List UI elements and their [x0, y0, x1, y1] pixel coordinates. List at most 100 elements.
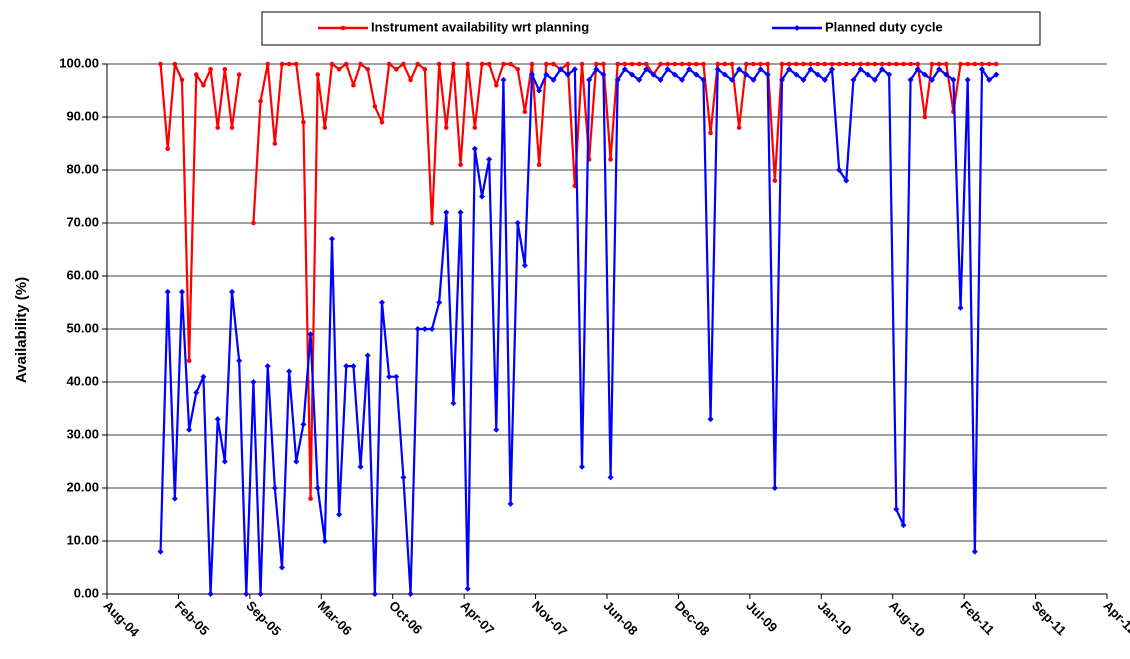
- marker: [543, 71, 550, 78]
- marker: [658, 61, 663, 67]
- marker: [993, 61, 999, 67]
- marker: [900, 522, 907, 529]
- marker: [822, 61, 828, 67]
- marker: [408, 77, 413, 83]
- marker: [165, 146, 171, 152]
- y-tick-label: 90.00: [66, 108, 99, 123]
- marker: [943, 61, 949, 67]
- marker: [322, 125, 328, 130]
- marker: [272, 141, 278, 146]
- marker: [807, 66, 814, 73]
- marker: [579, 463, 585, 470]
- marker: [779, 61, 785, 67]
- marker: [422, 67, 428, 72]
- marker: [950, 76, 957, 83]
- marker: [201, 82, 206, 88]
- marker: [879, 61, 885, 67]
- marker: [686, 61, 692, 67]
- marker: [186, 426, 193, 433]
- marker: [515, 67, 521, 72]
- marker: [222, 67, 228, 72]
- marker: [693, 71, 700, 78]
- marker: [679, 61, 685, 67]
- y-tick-label: 100.00: [59, 55, 99, 70]
- x-tick-label: Apr-12: [1100, 598, 1130, 638]
- marker: [708, 130, 713, 136]
- marker: [579, 61, 585, 67]
- marker: [722, 61, 728, 67]
- marker: [479, 61, 485, 67]
- marker: [358, 61, 363, 67]
- marker: [250, 379, 257, 385]
- marker: [764, 71, 771, 78]
- marker: [614, 76, 621, 83]
- marker: [929, 76, 935, 83]
- x-tick-label: Jul-09: [743, 598, 780, 635]
- marker: [401, 61, 406, 67]
- marker: [393, 373, 400, 380]
- y-tick-label: 10.00: [66, 532, 99, 547]
- y-tick-label: 60.00: [66, 267, 99, 282]
- marker: [757, 66, 764, 73]
- marker: [901, 61, 906, 67]
- marker: [386, 61, 392, 67]
- marker: [329, 235, 335, 242]
- marker: [215, 125, 221, 130]
- y-tick-label: 40.00: [66, 373, 99, 388]
- marker: [279, 61, 285, 67]
- legend-box: [261, 11, 1041, 46]
- marker: [621, 66, 628, 73]
- marker: [864, 71, 871, 78]
- marker: [421, 326, 428, 332]
- marker: [543, 61, 549, 67]
- marker: [450, 400, 457, 407]
- marker: [314, 485, 321, 491]
- marker: [507, 500, 514, 507]
- marker: [886, 61, 892, 67]
- marker: [872, 61, 878, 67]
- marker: [793, 71, 800, 78]
- marker: [965, 61, 971, 67]
- marker: [679, 76, 685, 83]
- marker: [229, 288, 235, 295]
- x-tick-label: Jun-08: [600, 598, 640, 638]
- marker: [443, 125, 449, 130]
- marker: [801, 61, 806, 67]
- marker: [493, 82, 499, 88]
- marker: [407, 591, 414, 597]
- marker: [357, 463, 364, 470]
- x-tick-label: Apr-07: [458, 598, 498, 638]
- marker: [786, 61, 792, 67]
- marker: [714, 66, 721, 73]
- y-tick-label: 50.00: [66, 320, 99, 335]
- marker: [164, 288, 171, 295]
- y-tick-label: 70.00: [66, 214, 99, 229]
- marker: [986, 76, 993, 83]
- marker: [793, 61, 799, 67]
- marker: [500, 76, 507, 83]
- marker: [921, 71, 928, 78]
- legend-label: Instrument availability wrt planning: [371, 19, 589, 34]
- marker: [221, 458, 228, 465]
- marker: [786, 66, 793, 73]
- marker: [936, 61, 942, 67]
- marker: [836, 61, 842, 67]
- marker: [914, 66, 921, 73]
- marker: [743, 71, 750, 78]
- marker: [843, 61, 849, 67]
- marker: [686, 66, 693, 73]
- marker: [550, 76, 557, 83]
- marker: [371, 591, 378, 597]
- marker: [957, 304, 964, 311]
- marker: [529, 61, 535, 67]
- x-tick-label: Feb-11: [958, 598, 998, 638]
- marker: [608, 157, 613, 162]
- marker: [879, 66, 885, 73]
- marker: [479, 193, 485, 200]
- marker: [158, 61, 163, 67]
- marker: [607, 474, 614, 481]
- marker: [286, 368, 293, 375]
- marker: [343, 363, 350, 370]
- marker: [979, 66, 985, 73]
- marker: [279, 564, 285, 571]
